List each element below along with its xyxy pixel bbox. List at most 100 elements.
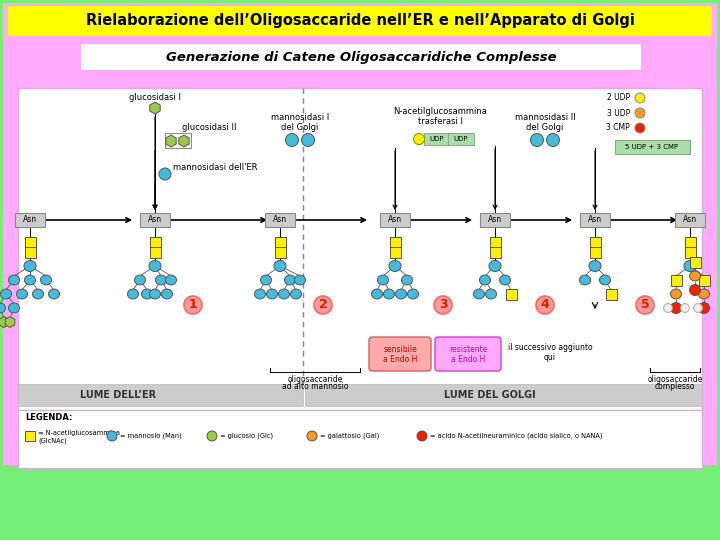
FancyBboxPatch shape	[18, 88, 702, 410]
Ellipse shape	[9, 303, 19, 313]
Ellipse shape	[635, 108, 645, 118]
FancyBboxPatch shape	[3, 3, 717, 39]
Ellipse shape	[166, 275, 176, 285]
Ellipse shape	[413, 133, 425, 145]
Ellipse shape	[485, 289, 497, 299]
Ellipse shape	[402, 275, 413, 285]
Text: mannosidasi dell'ER: mannosidasi dell'ER	[173, 164, 258, 172]
FancyBboxPatch shape	[150, 237, 161, 247]
FancyBboxPatch shape	[24, 246, 35, 258]
Text: 4: 4	[541, 299, 549, 312]
FancyBboxPatch shape	[265, 213, 295, 227]
Text: a Endo H: a Endo H	[451, 355, 485, 364]
Ellipse shape	[127, 289, 138, 299]
Ellipse shape	[635, 123, 645, 133]
Ellipse shape	[417, 431, 427, 441]
Text: glucosidasi I: glucosidasi I	[129, 93, 181, 103]
Text: mannosidasi I: mannosidasi I	[271, 113, 329, 123]
Ellipse shape	[480, 275, 490, 285]
FancyBboxPatch shape	[490, 246, 500, 258]
Polygon shape	[5, 316, 15, 327]
FancyBboxPatch shape	[590, 246, 600, 258]
Text: 3: 3	[438, 299, 447, 312]
Circle shape	[693, 303, 703, 313]
FancyBboxPatch shape	[15, 213, 45, 227]
FancyBboxPatch shape	[25, 431, 35, 441]
Circle shape	[670, 302, 682, 314]
Text: 2 UDP: 2 UDP	[607, 93, 630, 103]
FancyBboxPatch shape	[18, 410, 702, 468]
FancyBboxPatch shape	[150, 246, 161, 258]
Text: N-acetilglucosammina: N-acetilglucosammina	[393, 107, 487, 117]
Ellipse shape	[636, 296, 654, 314]
Text: 2: 2	[319, 299, 328, 312]
FancyBboxPatch shape	[435, 337, 501, 371]
Text: del Golgi: del Golgi	[282, 123, 319, 132]
Ellipse shape	[546, 133, 559, 146]
Ellipse shape	[290, 289, 302, 299]
FancyBboxPatch shape	[305, 384, 702, 406]
Text: LUME DELL’ER: LUME DELL’ER	[80, 390, 156, 400]
Ellipse shape	[284, 275, 295, 285]
FancyBboxPatch shape	[274, 246, 286, 258]
Text: 1: 1	[189, 299, 197, 312]
FancyBboxPatch shape	[505, 288, 516, 300]
FancyBboxPatch shape	[380, 213, 410, 227]
Text: 5 UDP + 3 CMP: 5 UDP + 3 CMP	[626, 144, 678, 150]
Ellipse shape	[149, 260, 161, 272]
FancyBboxPatch shape	[606, 288, 616, 300]
Text: oligosaccaride: oligosaccaride	[287, 375, 343, 384]
Ellipse shape	[279, 289, 289, 299]
Ellipse shape	[389, 260, 401, 272]
Ellipse shape	[9, 275, 19, 285]
Ellipse shape	[395, 289, 407, 299]
FancyBboxPatch shape	[3, 75, 717, 465]
Ellipse shape	[184, 296, 202, 314]
Ellipse shape	[474, 289, 485, 299]
Text: Asn: Asn	[588, 215, 602, 225]
Text: mannosidasi II: mannosidasi II	[515, 113, 575, 123]
FancyBboxPatch shape	[390, 237, 400, 247]
Text: Asn: Asn	[488, 215, 502, 225]
Ellipse shape	[434, 296, 452, 314]
Ellipse shape	[500, 275, 510, 285]
Text: qui: qui	[544, 353, 556, 361]
Text: complesso: complesso	[654, 382, 696, 391]
Text: resistente: resistente	[449, 346, 487, 354]
Ellipse shape	[207, 431, 217, 441]
Ellipse shape	[635, 93, 645, 103]
FancyBboxPatch shape	[18, 384, 303, 406]
Ellipse shape	[600, 275, 611, 285]
Text: trasferasi I: trasferasi I	[418, 117, 462, 125]
FancyBboxPatch shape	[3, 39, 717, 75]
FancyBboxPatch shape	[369, 337, 431, 371]
Text: il successivo aggiunto: il successivo aggiunto	[508, 343, 593, 353]
Text: del Golgi: del Golgi	[526, 123, 564, 132]
Ellipse shape	[580, 275, 590, 285]
Text: UDP: UDP	[454, 136, 468, 142]
Ellipse shape	[684, 260, 696, 272]
Ellipse shape	[314, 296, 332, 314]
Text: a Endo H: a Endo H	[383, 355, 417, 364]
Text: Asn: Asn	[388, 215, 402, 225]
Ellipse shape	[670, 289, 682, 299]
Ellipse shape	[531, 133, 544, 146]
Ellipse shape	[1, 289, 12, 299]
Text: Rielaborazione dell’Oligosaccaride nell’ER e nell’Apparato di Golgi: Rielaborazione dell’Oligosaccaride nell’…	[86, 14, 634, 29]
Polygon shape	[166, 135, 176, 147]
FancyBboxPatch shape	[424, 133, 450, 145]
Ellipse shape	[159, 168, 171, 180]
FancyBboxPatch shape	[675, 213, 705, 227]
FancyBboxPatch shape	[274, 237, 286, 247]
Ellipse shape	[107, 431, 117, 441]
Circle shape	[664, 303, 672, 313]
FancyBboxPatch shape	[448, 133, 474, 145]
Text: 3 CMP: 3 CMP	[606, 124, 630, 132]
Text: 3 UDP: 3 UDP	[607, 109, 630, 118]
Polygon shape	[150, 102, 160, 114]
Text: = N-acetilglucosammina: = N-acetilglucosammina	[38, 430, 120, 436]
Text: = mannosio (Man): = mannosio (Man)	[120, 433, 181, 439]
Ellipse shape	[690, 271, 701, 281]
Text: sensibile: sensibile	[383, 346, 417, 354]
FancyBboxPatch shape	[480, 213, 510, 227]
